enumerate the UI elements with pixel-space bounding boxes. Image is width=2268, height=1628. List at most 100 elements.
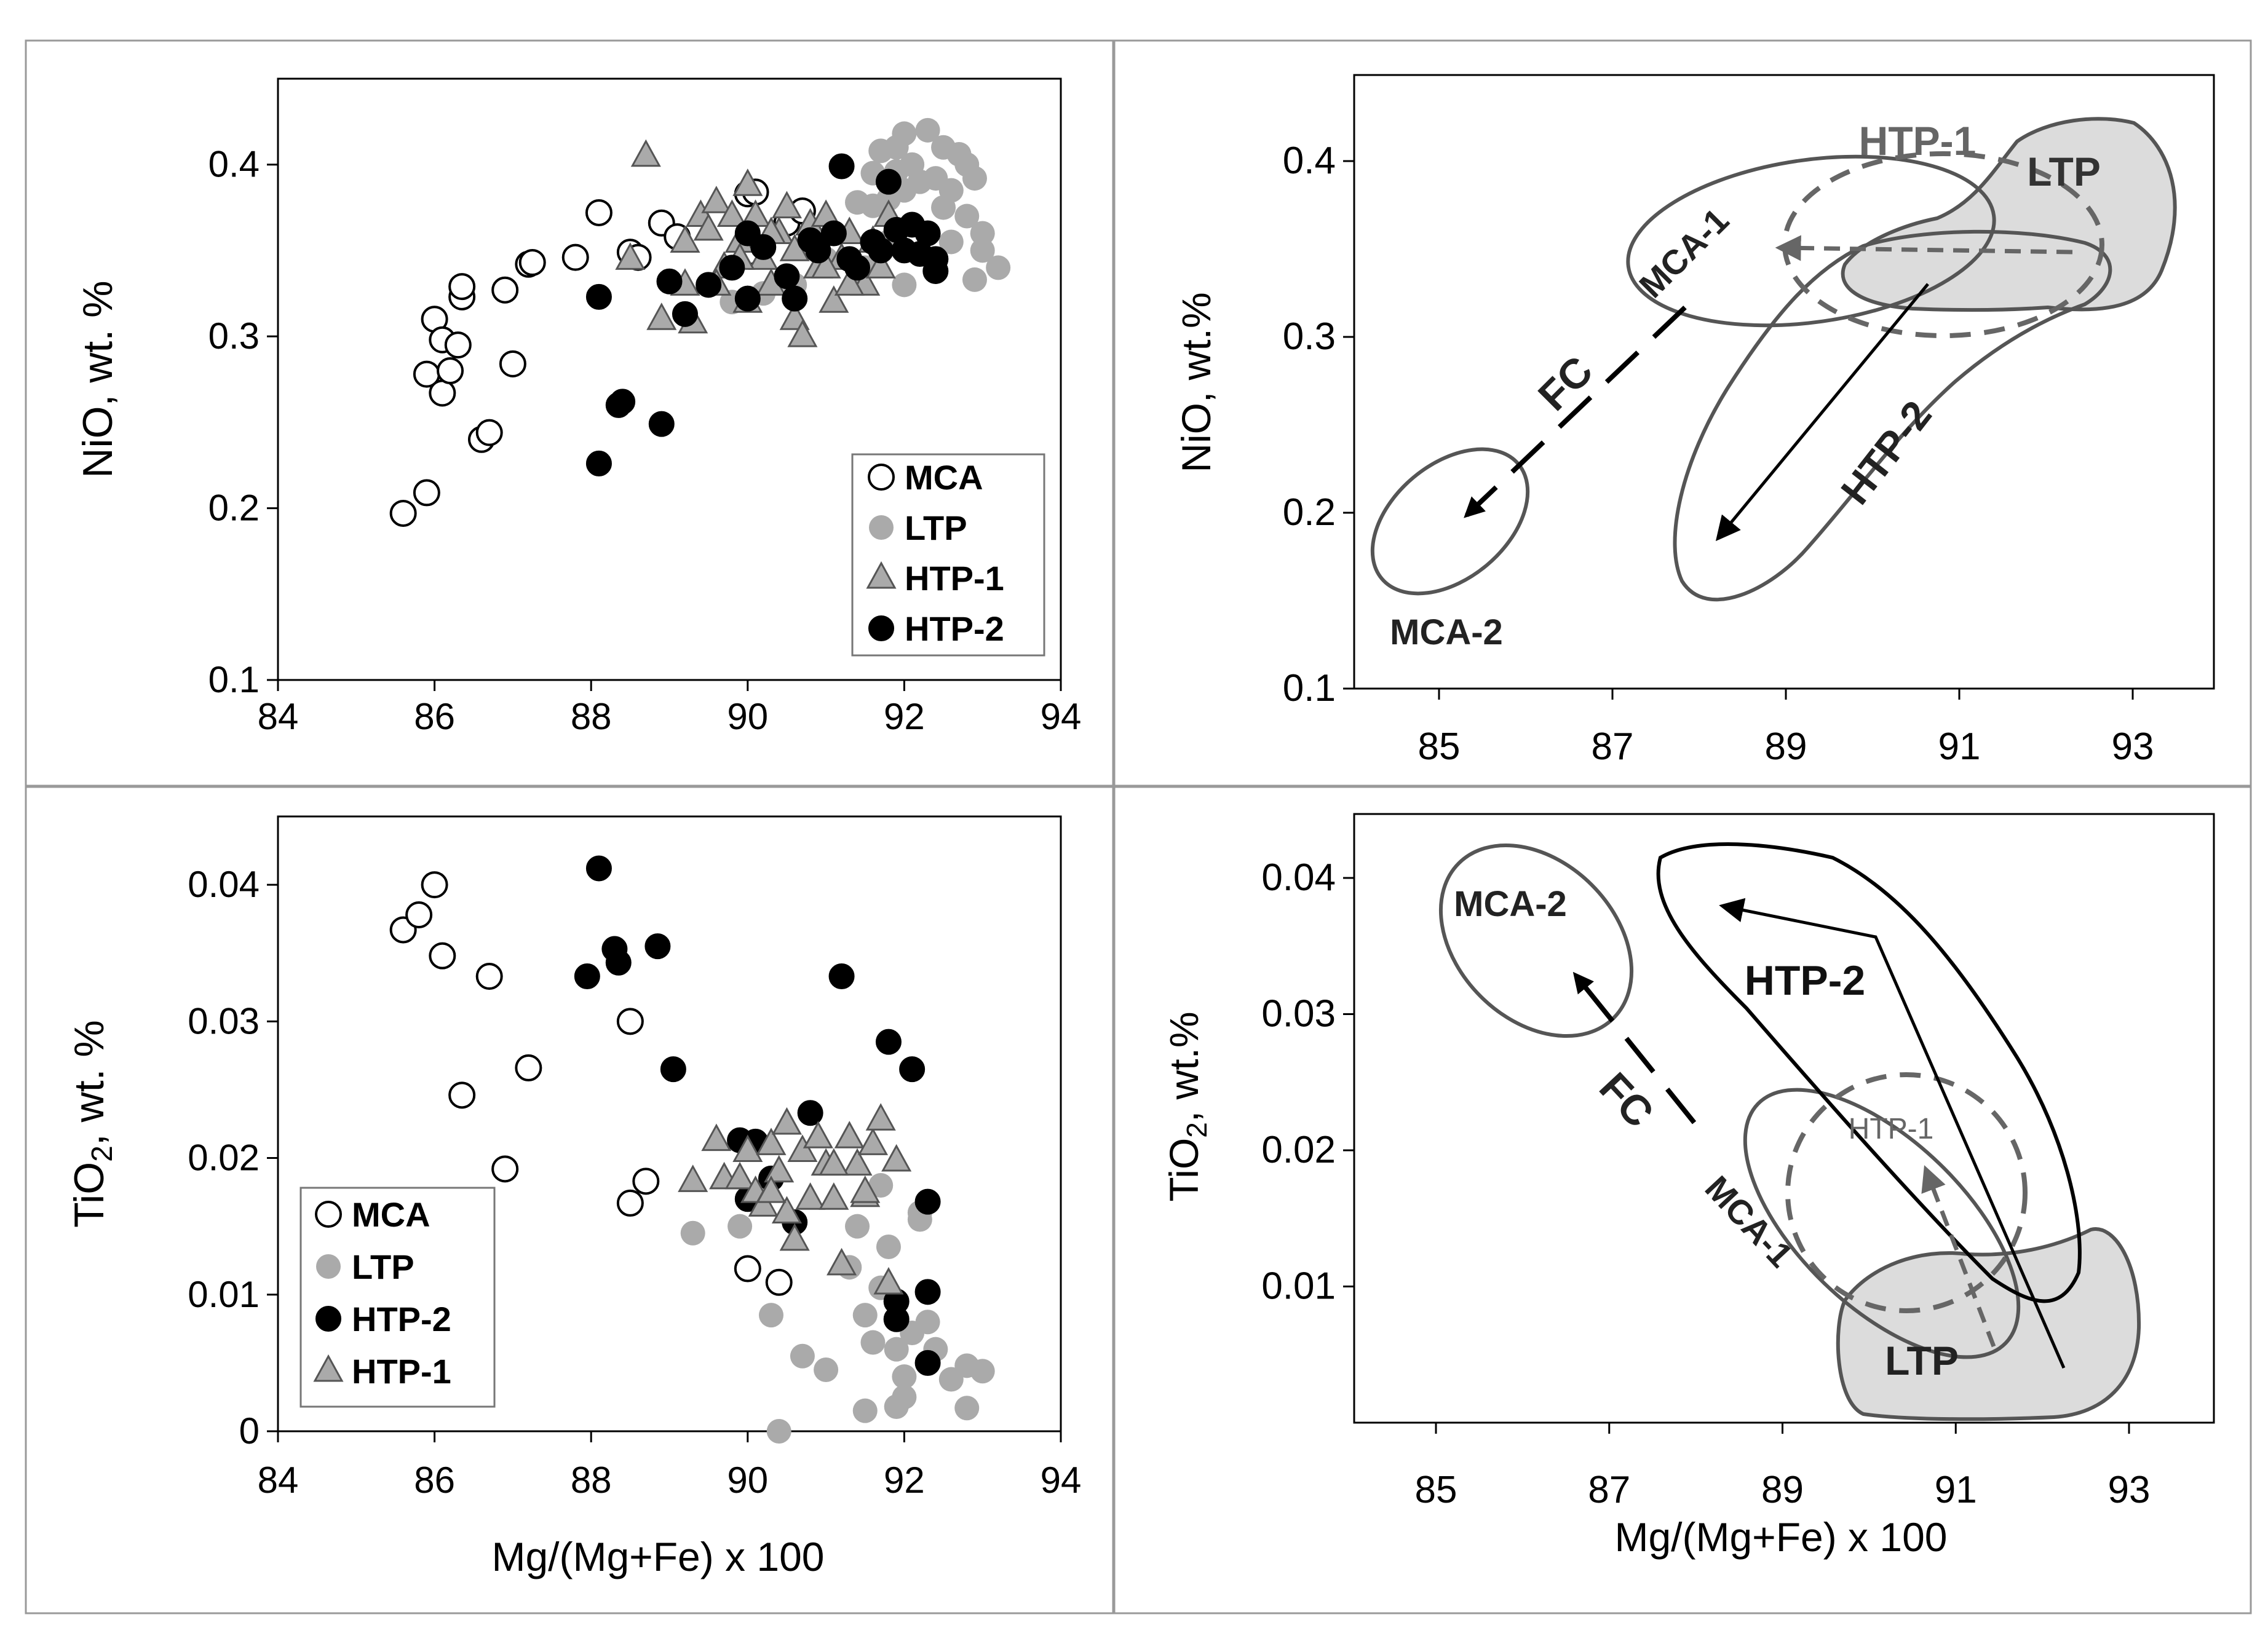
legend-label-htp-2: HTP-2: [905, 609, 1004, 648]
point-htp-1: [630, 139, 661, 167]
y-tick-label: 0: [239, 1410, 260, 1452]
point-htp-1: [764, 1155, 795, 1183]
point-htp-1: [827, 1247, 857, 1276]
point-htp-1: [819, 285, 849, 313]
point-htp-2: [585, 283, 612, 310]
label-htp1-bottom: HTP-1: [1849, 1113, 1934, 1145]
point-htp-2: [914, 1279, 941, 1305]
point-htp-2: [914, 1349, 941, 1376]
field-htp1-bottom: [1785, 1072, 2028, 1313]
legend-top-left: MCA LTP HTP-1 HTP-2: [851, 453, 1045, 657]
point-mca: [616, 1189, 644, 1217]
point-ltp: [766, 1419, 791, 1444]
point-htp-1: [701, 1123, 732, 1152]
point-ltp: [954, 204, 980, 229]
point-mca: [515, 1054, 542, 1081]
point-htp-1: [873, 1266, 904, 1295]
series-htp-2: [585, 153, 949, 476]
point-ltp: [876, 1235, 901, 1259]
point-htp-2: [922, 258, 949, 284]
point-htp-1: [716, 199, 747, 227]
legend-marker-mca: [868, 464, 895, 491]
point-htp-2: [660, 1056, 686, 1083]
point-mca: [632, 1168, 660, 1195]
y-tick-label: 0.4: [1283, 140, 1336, 182]
x-tick-label: 84: [258, 1460, 299, 1501]
point-htp-2: [648, 411, 675, 437]
point-mca: [518, 248, 546, 276]
x-tick-label: 94: [1041, 1460, 1082, 1501]
x-axis-label-bottom-right: Mg/(Mg+Fe) x 100: [1614, 1514, 1947, 1560]
point-htp-2: [696, 272, 722, 298]
point-ltp: [915, 117, 940, 143]
point-mca: [448, 1081, 476, 1109]
point-mca: [448, 273, 476, 301]
point-htp-1: [850, 1175, 881, 1203]
label-htp2-bottom: HTP-2: [1745, 957, 1865, 1004]
point-ltp: [852, 1303, 878, 1328]
label-htp1-top: HTP-1: [1859, 118, 1977, 164]
point-htp-2: [883, 1306, 910, 1332]
x-tick-label: 87: [1588, 1469, 1630, 1511]
x-tick-label: 84: [258, 696, 299, 737]
point-htp-2: [914, 1188, 941, 1215]
legend-label-htp-2: HTP-2: [352, 1300, 451, 1338]
point-ltp: [892, 272, 917, 298]
legend-label-htp-1: HTP-1: [905, 559, 1004, 598]
label-fc-top: FC: [1529, 347, 1602, 420]
point-mca: [616, 1008, 644, 1035]
chart-top-left: 0.1 0.2 0.3 0.4 84 86 88 90 92 94 NiO, wt. % MCA…: [74, 77, 1082, 737]
y-tick-label: 0.02: [1261, 1129, 1336, 1171]
point-htp-2: [605, 949, 632, 976]
x-tick-label: 93: [2112, 725, 2154, 768]
point-ltp: [962, 267, 987, 292]
point-mca: [437, 357, 464, 385]
x-tick-label: 89: [1765, 725, 1807, 768]
point-htp-1: [756, 1175, 787, 1203]
point-ltp: [868, 1173, 894, 1198]
point-htp-1: [834, 1121, 865, 1148]
y-tick-label: 0.04: [188, 864, 260, 905]
point-htp-2: [899, 1056, 926, 1083]
point-ltp: [986, 255, 1011, 280]
point-htp-1: [779, 1223, 810, 1251]
point-htp-1: [678, 1164, 708, 1192]
legend-label-mca: MCA: [905, 458, 983, 497]
point-htp-1: [865, 1103, 896, 1131]
legend-label-htp-1: HTP-1: [352, 1352, 451, 1391]
point-mca: [429, 379, 456, 407]
x-tick-label: 94: [1041, 696, 1082, 737]
chart-bottom-right: 0.01 0.02 0.03 0.04 85 87 89 91 93 TiO2, wt.% M…: [1161, 813, 2215, 1560]
point-ltp: [915, 1310, 940, 1335]
y-tick-label: 0.2: [208, 488, 260, 529]
htp2-trend-arrow-top: [1715, 283, 1929, 542]
point-htp-1: [819, 1148, 849, 1176]
point-mca: [429, 942, 456, 970]
y-axis-label-top-left: NiO, wt. %: [74, 280, 121, 478]
y-tick-label: 0.1: [1283, 667, 1336, 709]
point-ltp: [860, 1330, 886, 1355]
point-htp-1: [670, 225, 700, 253]
y-tick-label: 0.03: [1261, 993, 1336, 1035]
point-htp-1: [748, 1189, 779, 1217]
point-htp-2: [585, 450, 612, 476]
point-htp-1: [834, 268, 865, 296]
field-htp2-top: [1673, 229, 2112, 602]
point-htp-2: [844, 255, 871, 281]
point-htp-1: [732, 168, 763, 196]
legend-marker-htp-2: [315, 1306, 341, 1332]
label-mca1-bottom: MCA-1: [1698, 1168, 1801, 1274]
panel-frame-bottom-left: [25, 786, 1114, 1614]
x-tick-label: 93: [2108, 1469, 2151, 1511]
point-htp-1: [795, 1182, 826, 1210]
y-axis-label-bottom-left: TiO2, wt. %: [66, 1020, 119, 1228]
point-htp-2: [820, 220, 847, 247]
panel-frame-bottom-right: [1113, 786, 2252, 1614]
point-htp-1: [701, 186, 732, 213]
chart-top-right: 0.10.20.30.4 85 87 89 91 93 NiO, wt.% HTP-1 …: [1173, 74, 2215, 768]
field-mca2-bottom: [1438, 843, 1634, 1038]
point-mca: [405, 901, 433, 928]
point-mca: [765, 1268, 793, 1296]
htp1-trend-arrow-top: [1775, 235, 2073, 261]
field-ltp-bottom: [1836, 1227, 2141, 1421]
